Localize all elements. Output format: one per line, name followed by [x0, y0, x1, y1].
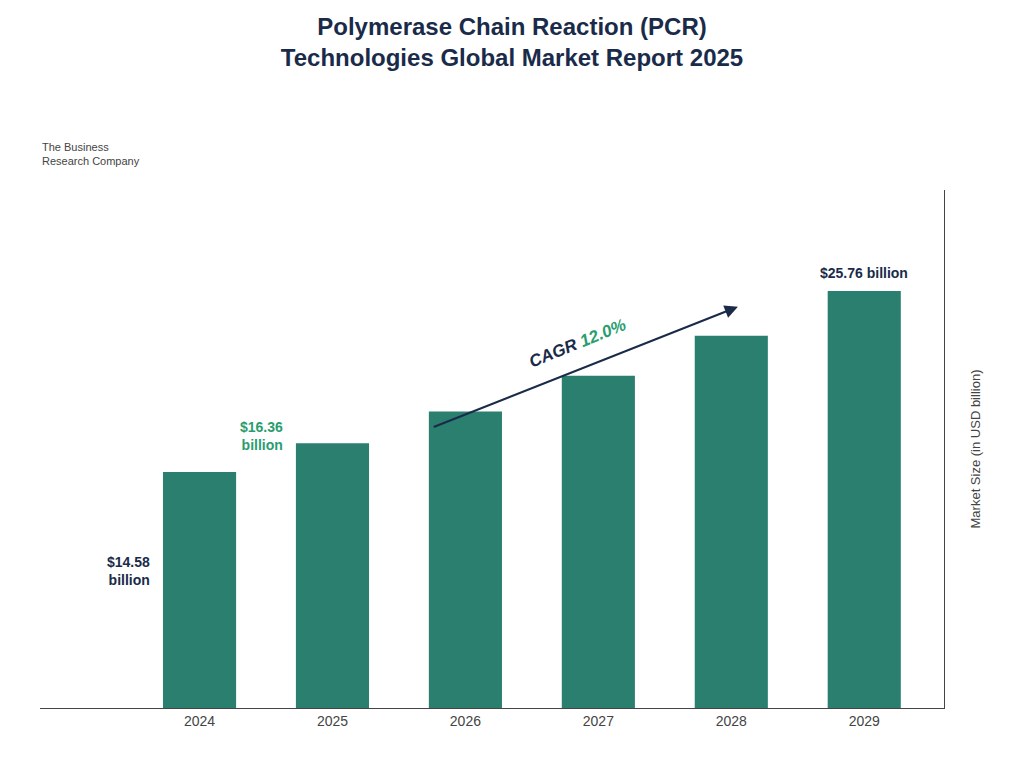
svg-text:The BusinessResearch Company: The BusinessResearch Company: [42, 141, 140, 167]
svg-text:2027: 2027: [583, 713, 614, 729]
svg-text:2024: 2024: [184, 713, 215, 729]
svg-text:$25.76 billion: $25.76 billion: [820, 265, 908, 281]
svg-text:CAGR 12.0%: CAGR 12.0%: [526, 315, 629, 371]
svg-text:$14.58billion: $14.58billion: [107, 554, 150, 588]
svg-text:Market Size (in USD billion): Market Size (in USD billion): [968, 370, 983, 529]
svg-text:2028: 2028: [716, 713, 747, 729]
svg-text:2029: 2029: [849, 713, 880, 729]
svg-text:2025: 2025: [317, 713, 348, 729]
svg-text:Polymerase Chain Reaction (PCR: Polymerase Chain Reaction (PCR)Technolog…: [281, 13, 743, 71]
svg-text:2026: 2026: [450, 713, 481, 729]
svg-text:$16.36billion: $16.36billion: [240, 419, 283, 453]
